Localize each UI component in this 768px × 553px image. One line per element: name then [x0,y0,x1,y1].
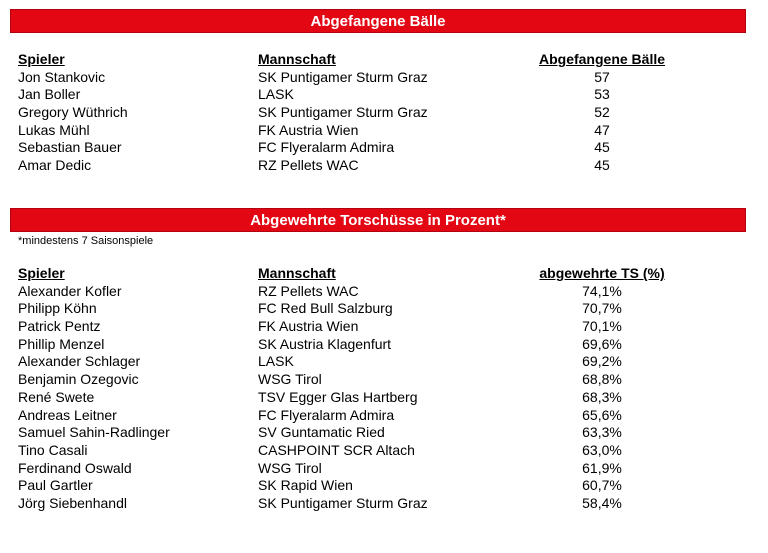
table-row: Gregory Wüthrich SK Puntigamer Sturm Gra… [18,104,746,122]
header-value: abgewehrte TS (%) [539,265,665,281]
table-header: Spieler Mannschaft Abgefangene Bälle [18,51,746,69]
cell-team: WSG Tirol [258,459,322,476]
cell-player: Patrick Pentz [18,318,101,335]
table-row: René Swete TSV Egger Glas Hartberg 68,3% [18,389,746,407]
cell-value: 69,6% [582,335,622,352]
saved-shots-title: Abgewehrte Torschüsse in Prozent* [10,208,746,232]
cell-value: 70,7% [582,300,622,317]
cell-team: FC Flyeralarm Admira [258,139,395,156]
cell-value: 63,3% [582,424,622,441]
header-player: Spieler [18,51,65,67]
cell-value: 45 [594,139,610,156]
table-row: Lukas Mühl FK Austria Wien 47 [18,122,746,140]
cell-player: Sebastian Bauer [18,139,122,156]
cell-value: 58,4% [582,494,622,511]
table-row: Amar Dedic RZ Pellets WAC 45 [18,157,746,175]
cell-player: Benjamin Ozegovic [18,371,139,388]
table-row: Patrick Pentz FK Austria Wien 70,1% [18,318,746,336]
cell-value: 52 [594,104,610,121]
header-value: Abgefangene Bälle [538,51,666,67]
cell-player: Alexander Kofler [18,282,122,299]
cell-player: Gregory Wüthrich [18,104,128,121]
table-row: Paul Gartler SK Rapid Wien 60,7% [18,477,746,495]
cell-player: Alexander Schlager [18,353,141,370]
cell-value: 65,6% [582,406,622,423]
cell-team: SK Austria Klagenfurt [258,335,392,352]
table-row: Alexander Kofler RZ Pellets WAC 74,1% [18,283,746,301]
table-row: Andreas Leitner FC Flyeralarm Admira 65,… [18,407,746,425]
table-row: Jon Stankovic SK Puntigamer Sturm Graz 5… [18,69,746,87]
table-row: Alexander Schlager LASK 69,2% [18,353,746,371]
intercepted-balls-table: Spieler Mannschaft Abgefangene Bälle Jon… [18,51,746,175]
header-team: Mannschaft [258,265,336,281]
cell-team: SK Puntigamer Sturm Graz [258,68,428,85]
cell-player: Jan Boller [18,86,81,103]
cell-value: 74,1% [582,282,622,299]
cell-team: SV Guntamatic Ried [258,424,385,441]
cell-value: 60,7% [582,477,622,494]
cell-team: WSG Tirol [258,371,322,388]
cell-team: FC Red Bull Salzburg [258,300,393,317]
cell-value: 68,3% [582,388,622,405]
table-row: Samuel Sahin-Radlinger SV Guntamatic Rie… [18,424,746,442]
cell-team: SK Rapid Wien [258,477,353,494]
header-team: Mannschaft [258,51,336,67]
cell-player: Jörg Siebenhandl [18,494,127,511]
cell-value: 45 [594,157,610,174]
table-row: Ferdinand Oswald WSG Tirol 61,9% [18,460,746,478]
cell-team: CASHPOINT SCR Altach [258,441,415,458]
table-row: Jan Boller LASK 53 [18,86,746,104]
cell-value: 53 [594,86,610,103]
table-row: Philipp Köhn FC Red Bull Salzburg 70,7% [18,300,746,318]
intercepted-balls-title: Abgefangene Bälle [10,9,746,33]
table-row: Sebastian Bauer FC Flyeralarm Admira 45 [18,139,746,157]
cell-value: 63,0% [582,441,622,458]
cell-player: Andreas Leitner [18,406,117,423]
cell-player: Phillip Menzel [18,335,105,352]
cell-player: Philipp Köhn [18,300,97,317]
table-row: Jörg Siebenhandl SK Puntigamer Sturm Gra… [18,495,746,513]
cell-value: 68,8% [582,371,622,388]
cell-player: Samuel Sahin-Radlinger [18,424,170,441]
cell-team: SK Puntigamer Sturm Graz [258,104,428,121]
cell-player: Ferdinand Oswald [18,459,132,476]
cell-value: 69,2% [582,353,622,370]
cell-player: Jon Stankovic [18,68,106,85]
footnote: *mindestens 7 Saisonspiele [18,235,154,247]
saved-shots-section: Abgewehrte Torschüsse in Prozent* *minde… [10,208,746,513]
saved-shots-table: Spieler Mannschaft abgewehrte TS (%) Ale… [18,265,746,513]
intercepted-balls-section: Abgefangene Bälle Spieler Mannschaft Abg… [10,9,746,175]
header-player: Spieler [18,265,65,281]
table-header: Spieler Mannschaft abgewehrte TS (%) [18,265,746,283]
cell-player: Tino Casali [18,441,88,458]
cell-team: SK Puntigamer Sturm Graz [258,494,428,511]
cell-team: FC Flyeralarm Admira [258,406,395,423]
cell-team: LASK [258,353,294,370]
cell-value: 57 [594,68,610,85]
cell-value: 47 [594,121,610,138]
cell-player: Lukas Mühl [18,121,90,138]
cell-team: LASK [258,86,294,103]
cell-team: RZ Pellets WAC [258,282,359,299]
cell-player: Paul Gartler [18,477,93,494]
table-row: Tino Casali CASHPOINT SCR Altach 63,0% [18,442,746,460]
cell-team: TSV Egger Glas Hartberg [258,388,418,405]
table-row: Benjamin Ozegovic WSG Tirol 68,8% [18,371,746,389]
table-row: Phillip Menzel SK Austria Klagenfurt 69,… [18,336,746,354]
cell-player: Amar Dedic [18,157,92,174]
cell-team: FK Austria Wien [258,121,359,138]
cell-team: FK Austria Wien [258,318,359,335]
cell-player: René Swete [18,388,95,405]
cell-value: 61,9% [582,459,622,476]
cell-value: 70,1% [582,318,622,335]
cell-team: RZ Pellets WAC [258,157,359,174]
